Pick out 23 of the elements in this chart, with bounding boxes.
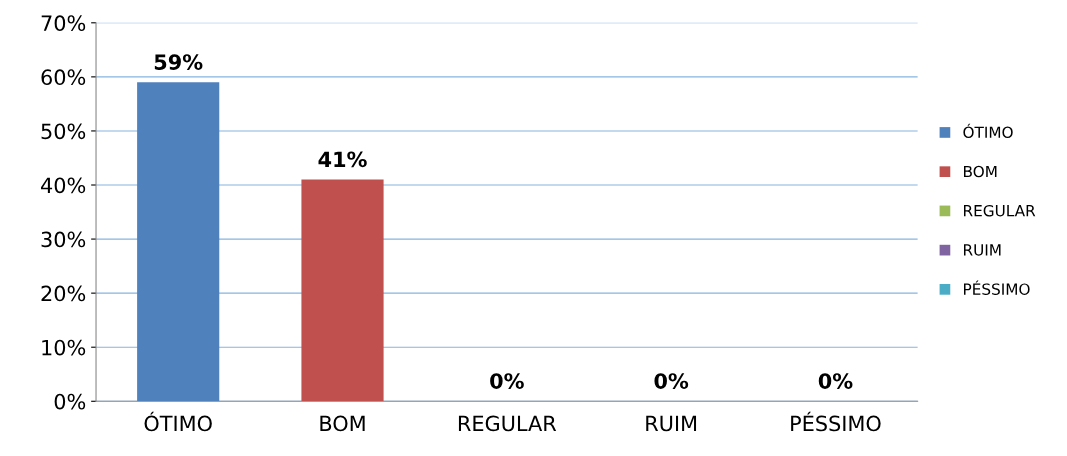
x-tick-label: RUIM	[646, 415, 697, 432]
y-tick-label: 20%	[41, 285, 86, 302]
legend-label: PÉSSIMO	[964, 280, 1030, 295]
x-tick-label: BOM	[320, 415, 365, 432]
y-tick-label: 0%	[54, 393, 86, 410]
data-label: 41%	[318, 151, 367, 168]
y-tick-label: 70%	[41, 15, 86, 32]
data-label: 0%	[490, 373, 524, 389]
data-label: 0%	[654, 373, 689, 389]
y-tick-label: 10%	[42, 339, 86, 356]
data-label: 59%	[154, 54, 203, 70]
y-tick-label: 50%	[41, 123, 86, 140]
data-label: 0%	[818, 373, 853, 389]
y-tick-label: 30%	[41, 231, 86, 248]
y-tick-label: 60%	[41, 69, 86, 86]
legend-label: RUIM	[964, 244, 1001, 256]
y-tick-label: 40%	[41, 177, 86, 194]
x-tick-label: PÉSSIMO	[791, 411, 881, 432]
x-tick-label: ÓTIMO	[144, 411, 212, 432]
legend-label: BOM	[964, 165, 997, 178]
legend-label: ÓTIMO	[963, 123, 1013, 139]
legend-label: REGULAR	[964, 204, 1036, 217]
x-tick-label: REGULAR	[458, 415, 557, 432]
